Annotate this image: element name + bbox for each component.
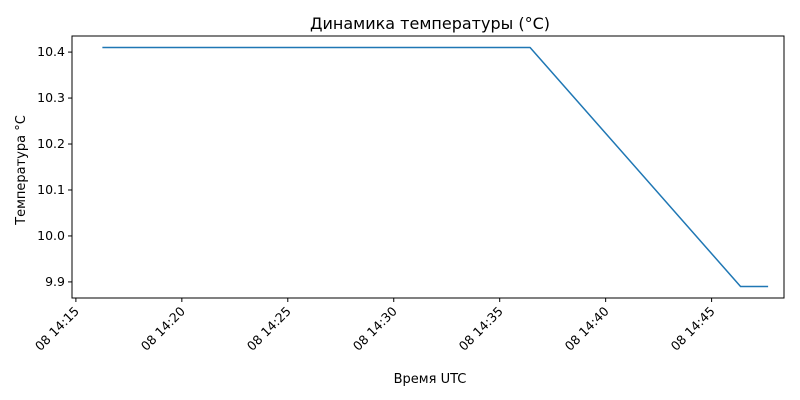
x-tick-label: 08 14:15 xyxy=(32,304,82,354)
temperature-series-line xyxy=(102,46,769,288)
y-tick-label: 10.1 xyxy=(37,182,65,197)
x-tick-label: 08 14:20 xyxy=(138,303,188,353)
y-tick-label: 10.0 xyxy=(37,228,65,243)
x-tick-label: 08 14:25 xyxy=(244,304,294,354)
y-tick-label: 10.4 xyxy=(37,44,65,59)
x-tick-label: 08 14:30 xyxy=(350,303,400,353)
y-tick-label: 9.9 xyxy=(45,274,65,289)
x-axis-ticks: 08 14:15 08 14:20 08 14:25 08 14:30 08 14:35… xyxy=(32,298,718,354)
y-tick-label: 10.2 xyxy=(37,136,65,151)
y-tick-label: 10.3 xyxy=(37,90,65,105)
series-layer xyxy=(102,46,769,288)
chart-title: Динамика температуры (°C) xyxy=(310,14,550,33)
y-axis-ticks: 9.9 10.0 10.1 10.2 10.3 10.4 xyxy=(37,44,72,289)
x-axis-label: Время UTC xyxy=(394,372,467,387)
x-tick-label: 08 14:45 xyxy=(668,304,718,354)
x-tick-label: 08 14:40 xyxy=(562,303,612,353)
x-tick-label: 08 14:35 xyxy=(456,304,506,354)
plot-area-frame xyxy=(71,35,785,299)
y-axis-label: Температура °C xyxy=(14,115,29,226)
